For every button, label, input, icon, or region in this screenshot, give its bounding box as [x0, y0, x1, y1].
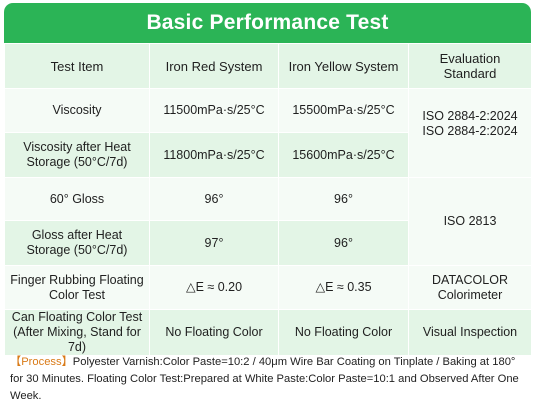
standard-text: Colorimeter — [437, 287, 503, 302]
standard-cell-gloss: ISO 2813 — [408, 177, 532, 266]
page-title: Basic Performance Test — [146, 11, 389, 34]
spacer — [413, 139, 527, 157]
iron-red-value: 96° — [149, 177, 279, 221]
test-item-cell: 60° Gloss — [4, 177, 150, 221]
iron-red-value: No Floating Color — [149, 309, 279, 356]
test-item-cell: Finger Rubbing Floating Color Test — [4, 265, 150, 310]
test-item-cell: Gloss after Heat Storage (50°C/7d) — [4, 220, 150, 266]
standard-cell-finger: DATACOLOR Colorimeter — [408, 265, 532, 310]
iron-red-value: △E ≈ 0.20 — [149, 265, 279, 310]
standard-text: DATACOLOR — [432, 272, 508, 287]
test-item-cell: Viscosity after Heat Storage (50°C/7d) — [4, 132, 150, 178]
test-item-cell: Can Floating Color Test (After Mixing, S… — [4, 309, 150, 356]
standard-cell-can: Visual Inspection — [408, 309, 532, 356]
process-tag: 【Process】 — [10, 356, 73, 368]
column-header-iron-yellow: Iron Yellow System — [278, 43, 409, 89]
iron-yellow-value: 15500mPa·s/25°C — [278, 88, 409, 133]
table-row: Gloss after Heat Storage (50°C/7d) 97° 9… — [4, 220, 532, 266]
process-note: 【Process】Polyester Varnish:Color Paste=1… — [10, 354, 530, 405]
iron-red-value: 11500mPa·s/25°C — [149, 88, 279, 133]
column-header-test-item: Test Item — [4, 43, 150, 89]
iron-red-value: 97° — [149, 220, 279, 266]
iron-yellow-value: △E ≈ 0.35 — [278, 265, 409, 310]
iron-red-value: 11800mPa·s/25°C — [149, 132, 279, 178]
title-banner: Basic Performance Test — [4, 3, 531, 43]
iron-yellow-value: No Floating Color — [278, 309, 409, 356]
process-text: Polyester Varnish:Color Paste=10:2 / 40μ… — [10, 356, 519, 402]
iron-yellow-value: 96° — [278, 177, 409, 221]
standard-cell-viscosity: ISO 2884-2:2024 ISO 2884-2:2024 — [408, 88, 532, 178]
table-row: Can Floating Color Test (After Mixing, S… — [4, 309, 532, 356]
table-row: Finger Rubbing Floating Color Test △E ≈ … — [4, 265, 532, 310]
table-row: 60° Gloss 96° 96° ISO 2813 — [4, 177, 532, 266]
table-header-row: Test Item Iron Red System Iron Yellow Sy… — [4, 43, 532, 89]
standard-text: ISO 2884-2:2024 — [422, 109, 518, 123]
column-header-standard: Evaluation Standard — [408, 43, 532, 89]
iron-yellow-value: 15600mPa·s/25°C — [278, 132, 409, 178]
table-row: Viscosity after Heat Storage (50°C/7d) 1… — [4, 132, 532, 178]
table-row: Viscosity 11500mPa·s/25°C 15500mPa·s/25°… — [4, 88, 532, 178]
column-header-iron-red: Iron Red System — [149, 43, 279, 89]
standard-text: ISO 2884-2:2024 — [422, 124, 518, 138]
iron-yellow-value: 96° — [278, 220, 409, 266]
performance-table: Test Item Iron Red System Iron Yellow Sy… — [4, 43, 532, 356]
test-item-cell: Viscosity — [4, 88, 150, 133]
